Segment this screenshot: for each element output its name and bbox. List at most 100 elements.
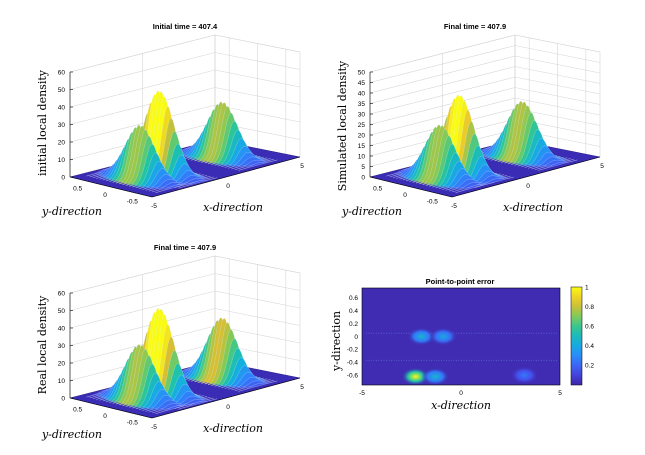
y-tick-label: 0 <box>354 334 358 341</box>
z-tick-label: 60 <box>58 69 66 76</box>
colorbar-tick-label: 0.2 <box>585 363 594 370</box>
y-tick-label: 0.2 <box>349 321 358 328</box>
heatmap-hotspot <box>401 367 430 386</box>
plot-title: Final time = 407.9 <box>444 22 506 31</box>
z-tick-label: 20 <box>358 132 366 139</box>
z-axis-label: Simulated local density <box>336 60 349 191</box>
heatmap-hotspot <box>429 327 458 346</box>
z-tick-label: 30 <box>58 122 66 129</box>
z-tick-label: 0 <box>61 395 65 402</box>
z-tick-label: 30 <box>358 111 366 118</box>
y-tick-label: 0.5 <box>373 185 382 192</box>
plot-title: Initial time = 407.4 <box>153 22 218 31</box>
x-axis <box>451 156 601 198</box>
z-grid-line <box>369 97 601 136</box>
y-tick-label: 0.4 <box>349 308 358 315</box>
x-axis-label: x-direction <box>503 201 563 214</box>
x-axis-label: x-direction <box>203 201 263 214</box>
y-tick-label: 0 <box>103 192 107 199</box>
y-axis-label: y-direction <box>341 205 402 218</box>
surface <box>86 90 278 193</box>
z-grid-line <box>369 45 601 83</box>
surface-plot-real: Final time = 407.9 Real local density y-… <box>36 243 304 441</box>
z-tick-label: 0 <box>361 174 365 181</box>
surface-peak-slice <box>238 159 278 171</box>
x-tick-label: -5 <box>451 203 457 210</box>
z-tick-label: 25 <box>358 122 366 129</box>
x-tick-label: -5 <box>359 390 365 397</box>
z-grid-line <box>369 108 601 146</box>
x-axis <box>151 377 301 419</box>
surface-peak-slice <box>177 398 218 410</box>
z-tick-label: 60 <box>58 290 66 297</box>
y-axis <box>69 176 153 198</box>
z-tick-label: 10 <box>358 153 366 160</box>
x-tick-label: 5 <box>300 163 304 170</box>
z-tick-label: 50 <box>58 308 66 315</box>
z-tick-label: 40 <box>58 104 66 111</box>
surface-peak-slice <box>538 159 578 171</box>
z-axis-label: initial local density <box>36 69 49 176</box>
z-tick-label: 10 <box>58 157 66 164</box>
colorbar <box>570 286 583 386</box>
y-tick-label: 0.5 <box>73 185 82 192</box>
x-tick-label: 5 <box>558 390 562 397</box>
z-tick-label: 15 <box>358 143 366 150</box>
z-grid-line <box>369 55 601 94</box>
z-grid-line <box>369 76 601 115</box>
z-tick-label: 50 <box>358 69 366 76</box>
surface-peak-slice <box>474 176 514 188</box>
surface <box>386 94 578 193</box>
surface-peak-slice <box>238 380 278 392</box>
z-tick-label: 35 <box>358 101 366 108</box>
z-grid-line <box>69 69 301 108</box>
z-tick-label: 10 <box>58 378 66 385</box>
z-tick-label: 50 <box>58 87 66 94</box>
heatmap-hotspot <box>421 367 450 386</box>
y-axis <box>69 397 153 419</box>
y-tick-label: -0.5 <box>127 199 139 206</box>
z-grid-line <box>69 87 301 125</box>
z-grid-line <box>69 52 301 90</box>
x-tick-label: -5 <box>151 424 157 431</box>
plot-title: Point-to-point error <box>426 277 495 286</box>
colorbar-tick-label: 1 <box>585 284 589 291</box>
surface <box>86 307 278 414</box>
y-tick-label: -0.6 <box>347 373 359 380</box>
z-tick-label: 45 <box>358 80 366 87</box>
plot-title: Final time = 407.9 <box>154 243 216 252</box>
z-grid-line <box>69 255 301 294</box>
z-grid-line <box>369 34 601 73</box>
z-grid-line <box>69 273 301 311</box>
z-axis-label: Real local density <box>36 295 49 394</box>
z-tick-label: 40 <box>58 325 66 332</box>
heatmap-frame <box>361 287 561 386</box>
heatmap-error: Point-to-point error y-direction x-direc… <box>330 277 594 412</box>
y-tick-label: 0.6 <box>349 295 358 302</box>
z-grid-line <box>69 308 301 346</box>
colorbar-tick-label: 0.4 <box>585 343 594 350</box>
z-tick-label: 40 <box>358 90 366 97</box>
colorbar-tick-label: 0.6 <box>585 324 594 331</box>
x-axis-label: x-direction <box>431 399 491 412</box>
surface-peak-slice <box>177 177 218 189</box>
z-grid-line <box>369 66 601 104</box>
x-axis <box>151 156 301 198</box>
z-tick-label: 0 <box>61 174 65 181</box>
y-tick-label: -0.4 <box>347 360 359 367</box>
x-tick-label: 5 <box>600 163 604 170</box>
y-axis-label: y-direction <box>41 205 102 218</box>
heatmap-hotspot <box>510 366 539 385</box>
z-tick-label: 20 <box>58 360 66 367</box>
y-axis <box>369 176 453 198</box>
z-grid-line <box>69 325 301 364</box>
x-tick-label: -5 <box>151 203 157 210</box>
x-tick-label: 0 <box>459 390 463 397</box>
y-tick-label: 0 <box>403 192 407 199</box>
y-tick-label: -0.5 <box>127 420 139 427</box>
x-tick-label: 0 <box>226 404 230 411</box>
heatmap-hotspot <box>407 327 436 346</box>
y-tick-label: 0.5 <box>73 406 82 413</box>
z-grid-line <box>69 290 301 329</box>
